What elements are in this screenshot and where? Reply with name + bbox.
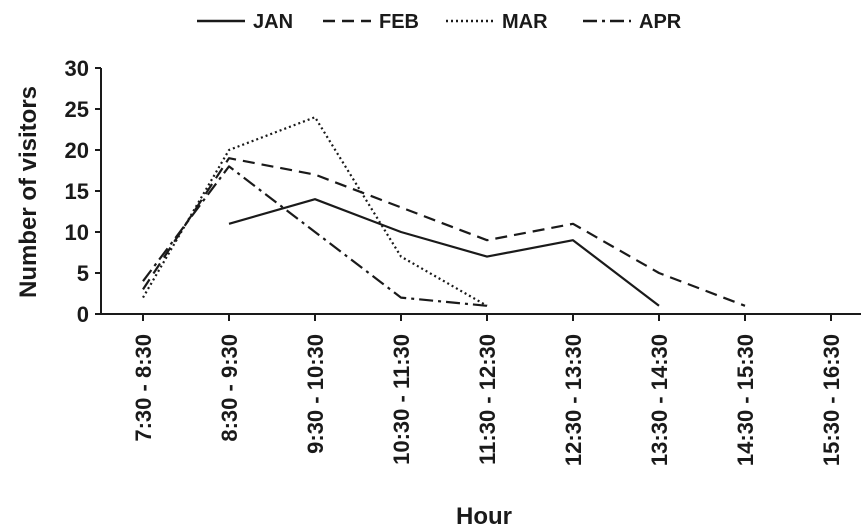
y-tick-label: 5 xyxy=(77,261,89,286)
x-axis: 7:30 - 8:30 8:30 - 9:30 9:30 - 10:30 10:30 … xyxy=(101,313,861,466)
legend-label: FEB xyxy=(379,11,419,33)
x-tick-label: 15:30 - 16:30 xyxy=(819,334,844,466)
y-axis-title: Number of visitors xyxy=(15,86,42,298)
series-apr xyxy=(142,165,488,307)
legend-item-apr: APR xyxy=(583,11,682,33)
legend-label: JAN xyxy=(253,11,293,33)
y-tick-label: 20 xyxy=(65,138,89,163)
x-tick-label: 13:30 - 14:30 xyxy=(647,334,672,466)
y-axis: 0 5 10 15 20 25 30 xyxy=(65,56,102,327)
legend-item-jan: JAN xyxy=(197,11,293,33)
x-tick-label: 8:30 - 9:30 xyxy=(217,334,242,442)
plot-area xyxy=(142,116,746,307)
y-tick-label: 15 xyxy=(65,179,89,204)
series-line-jan xyxy=(228,198,660,307)
y-tick-label: 10 xyxy=(65,220,89,245)
x-tick-label: 9:30 - 10:30 xyxy=(303,334,328,454)
x-tick-label: 7:30 - 8:30 xyxy=(131,334,156,442)
legend-label: APR xyxy=(639,11,682,33)
y-tick-label: 0 xyxy=(77,302,89,327)
legend: JAN FEB MAR APR xyxy=(197,11,682,33)
x-tick-label: 14:30 - 15:30 xyxy=(733,334,758,466)
series-jan xyxy=(228,198,660,307)
x-axis-title: Hour xyxy=(456,503,512,530)
y-tick-label: 30 xyxy=(65,56,89,81)
legend-item-feb: FEB xyxy=(323,11,419,33)
x-tick-label: 10:30 - 11:30 xyxy=(389,334,414,465)
legend-label: MAR xyxy=(502,11,548,33)
legend-item-mar: MAR xyxy=(446,11,548,33)
y-tick-label: 25 xyxy=(65,97,89,122)
series-line-feb xyxy=(142,157,746,307)
series-feb xyxy=(142,157,746,307)
x-tick-label: 12:30 - 13:30 xyxy=(561,334,586,466)
x-tick-label: 11:30 - 12:30 xyxy=(475,334,500,465)
series-line-apr xyxy=(142,165,488,307)
